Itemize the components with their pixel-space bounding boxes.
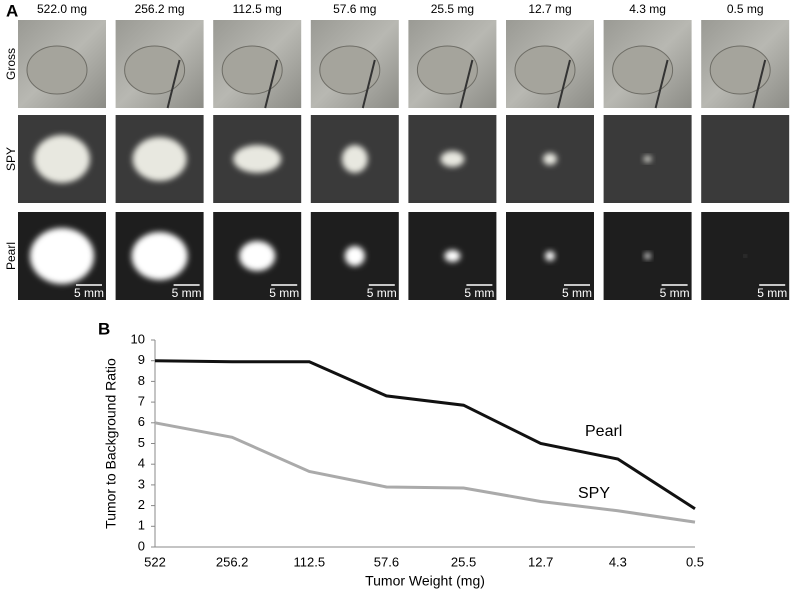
y-tick-label: 0 (138, 538, 145, 553)
forceps (361, 59, 376, 109)
row-label: Gross (4, 48, 18, 80)
column-label: 0.5 mg (727, 2, 764, 16)
y-axis-label: Tumor to Background Ratio (103, 358, 119, 529)
series-label: SPY (578, 485, 610, 502)
x-axis-label: Tumor Weight (mg) (365, 573, 485, 589)
column-label: 522.0 mg (37, 2, 87, 16)
column-label: 57.6 mg (333, 2, 376, 16)
row-label: SPY (4, 147, 18, 171)
spy-signal (233, 145, 282, 173)
forceps (654, 59, 669, 109)
column-label: 12.7 mg (528, 2, 571, 16)
scale-bar-label: 5 mm (562, 286, 592, 300)
column-label: 256.2 mg (135, 2, 185, 16)
tissue (514, 45, 576, 95)
line (154, 359, 696, 510)
y-tick-label: 5 (138, 435, 145, 450)
y-tick-label: 1 (138, 518, 145, 533)
scale-bar-label: 5 mm (74, 286, 104, 300)
panel-label: B (98, 319, 110, 338)
pearl-signal (444, 250, 461, 262)
forceps (459, 59, 474, 109)
spy-signal (132, 137, 187, 181)
x-tick-label: 4.3 (609, 554, 627, 569)
tissue (709, 45, 771, 95)
tissue (221, 45, 283, 95)
pearl-signal (30, 228, 94, 284)
pearl-signal (545, 251, 555, 261)
x-tick-label: 522 (144, 554, 166, 569)
pearl-signal (344, 246, 365, 266)
y-tick-label: 10 (131, 331, 145, 346)
x-tick-label: 256.2 (216, 554, 249, 569)
y-tick-label: 8 (138, 373, 145, 388)
tissue (26, 45, 88, 95)
x-tick-label: 0.5 (686, 554, 704, 569)
line (154, 421, 696, 524)
scale-bar-label: 5 mm (464, 286, 494, 300)
y-tick-label: 4 (138, 456, 145, 471)
x-tick-label: 112.5 (293, 554, 325, 569)
panel-label: A (6, 1, 18, 20)
tissue (416, 45, 478, 95)
pearl-signal (644, 253, 651, 259)
pearl-signal (131, 232, 188, 280)
forceps (264, 59, 279, 109)
spy-signal (34, 135, 90, 183)
y-tick-label: 2 (138, 497, 145, 512)
spy-signal (341, 145, 368, 173)
forceps (557, 59, 571, 109)
x-tick-label: 25.5 (451, 554, 476, 569)
column-label: 112.5 mg (233, 2, 282, 16)
y-tick-label: 7 (138, 394, 145, 409)
scale-bar-label: 5 mm (172, 286, 202, 300)
y-tick-label: 6 (138, 414, 145, 429)
pearl-signal (239, 241, 276, 271)
column-label: 4.3 mg (629, 2, 666, 16)
y-tick-label: 9 (138, 352, 145, 367)
scale-bar-label: 5 mm (367, 286, 397, 300)
tissue (319, 45, 381, 95)
forceps (166, 59, 181, 109)
forceps (752, 59, 767, 109)
spy-signal (543, 153, 557, 165)
tissue (612, 45, 674, 95)
scale-bar-label: 5 mm (660, 286, 690, 300)
x-tick-label: 57.6 (374, 554, 399, 569)
column-label: 25.5 mg (431, 2, 474, 16)
x-tick-label: 12.7 (528, 554, 553, 569)
tissue (124, 45, 186, 95)
pearl-signal (744, 255, 747, 257)
spy-signal (643, 156, 652, 162)
spy-signal (440, 151, 465, 167)
row-label: Pearl (4, 242, 18, 270)
y-tick-label: 3 (138, 476, 145, 491)
scale-bar-label: 5 mm (757, 286, 787, 300)
series-label: Pearl (585, 423, 622, 440)
spy-image (701, 115, 790, 203)
scale-bar-label: 5 mm (269, 286, 299, 300)
